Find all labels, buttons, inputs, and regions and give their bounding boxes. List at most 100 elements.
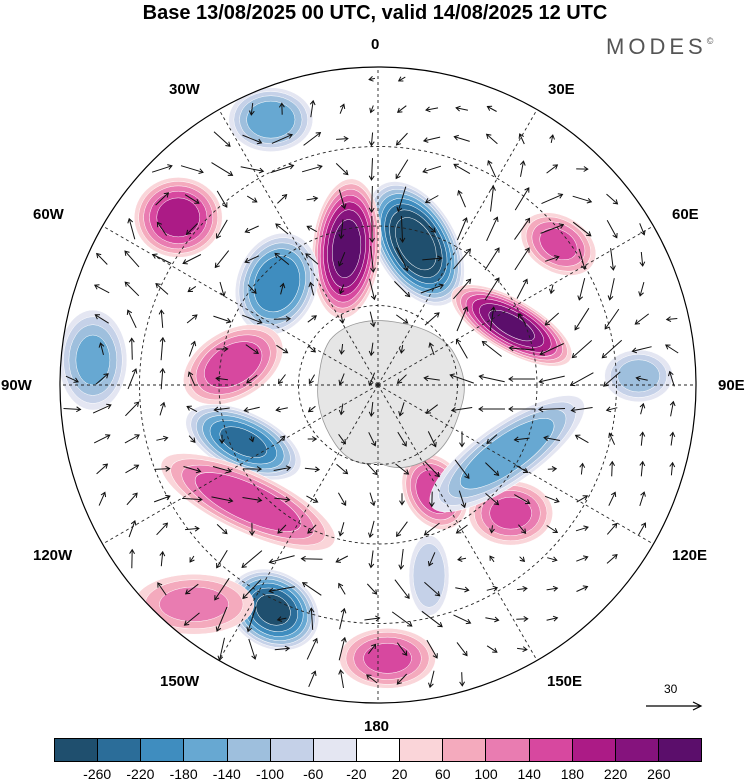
wind-arrow	[96, 463, 109, 475]
wind-arrow	[428, 670, 435, 689]
wind-arrow	[489, 525, 495, 534]
anomaly-contour	[75, 334, 111, 386]
wind-arrow	[244, 225, 259, 234]
wind-arrow	[308, 345, 317, 353]
wind-arrow	[219, 434, 225, 445]
lon-label-120e: 120E	[672, 547, 708, 564]
wind-arrow	[186, 405, 198, 413]
wind-arrow	[485, 133, 498, 145]
wind-arrow	[370, 246, 376, 273]
wind-arrow	[638, 281, 645, 297]
wind-arrow	[273, 315, 292, 322]
wind-arrow	[486, 216, 499, 242]
meridian-line	[102, 384, 379, 545]
wind-arrow	[275, 406, 288, 413]
wind-arrow	[569, 372, 594, 387]
wind-arrow	[576, 166, 589, 172]
wind-arrow	[486, 434, 498, 445]
wind-arrow	[242, 497, 263, 503]
wind-arrow	[307, 405, 316, 413]
colorbar-swatch	[572, 739, 616, 761]
wind-arrow	[456, 642, 468, 657]
wind-arrow	[484, 277, 500, 301]
wind-arrow	[426, 639, 438, 659]
wind-arrow	[546, 525, 559, 534]
colorbar-swatch	[658, 739, 702, 761]
wind-arrow	[368, 520, 375, 539]
wind-arrow	[368, 432, 377, 447]
colorbar-tick-label: -60	[303, 766, 324, 782]
wind-arrow	[211, 162, 234, 176]
wind-arrow	[398, 548, 405, 570]
wind-arrow	[516, 465, 529, 473]
latitude-circle	[139, 146, 617, 624]
wind-arrow	[368, 158, 375, 181]
wind-arrow	[277, 374, 286, 385]
wind-arrow	[369, 215, 376, 243]
wind-arrow	[399, 215, 406, 243]
wind-arrow	[398, 402, 405, 417]
negative-anomaly	[604, 349, 673, 403]
wind-arrow	[608, 491, 617, 506]
wind-arrow	[576, 555, 589, 562]
wind-arrow	[128, 520, 137, 538]
lon-label-150e: 150E	[547, 673, 583, 690]
wind-arrow	[364, 615, 381, 622]
wind-arrow	[455, 338, 468, 359]
colorbar-swatch	[270, 739, 314, 761]
meridian-line	[218, 384, 379, 661]
lon-label-150w: 150W	[160, 673, 200, 690]
wind-arrow	[424, 312, 440, 326]
wind-arrow	[306, 195, 319, 202]
negative-anomaly	[234, 232, 319, 335]
wind-arrow	[183, 466, 202, 474]
wind-arrow	[485, 616, 500, 623]
wind-arrow	[368, 185, 375, 213]
meridian-line	[377, 384, 538, 661]
wind-arrow	[605, 406, 618, 413]
wind-arrow	[276, 344, 289, 354]
wind-arrow	[65, 375, 79, 383]
wind-arrow	[396, 314, 409, 324]
wind-arrow	[304, 466, 321, 473]
wind-arrow	[214, 250, 230, 269]
wind-arrow	[368, 342, 375, 357]
wind-arrow	[213, 315, 232, 324]
wind-arrow	[307, 315, 317, 323]
wind-arrow	[608, 432, 616, 445]
wind-arrow	[481, 340, 502, 357]
wind-arrow	[669, 431, 676, 446]
wind-arrow	[338, 373, 345, 386]
wind-arrow	[571, 340, 593, 359]
wind-arrow	[391, 611, 413, 627]
colorbar-swatch	[227, 739, 271, 761]
colorbar-tick-label: 140	[517, 766, 541, 782]
wind-arrow	[428, 225, 436, 233]
wind-arrow	[579, 462, 586, 475]
lon-label-30e: 30E	[548, 81, 575, 98]
wind-arrow	[275, 223, 289, 235]
lon-label-60e: 60E	[672, 206, 699, 223]
wind-arrow	[93, 284, 110, 294]
negative-anomaly	[60, 309, 128, 411]
colorbar-tick-label: 60	[435, 766, 451, 782]
colorbar-swatch	[98, 739, 142, 761]
wind-arrow	[665, 344, 679, 354]
colorbar-swatch	[141, 739, 185, 761]
lon-label-0: 0	[371, 36, 380, 53]
wind-arrow	[156, 435, 169, 442]
positive-anomaly	[339, 628, 436, 689]
positive-anomaly	[311, 178, 382, 319]
wind-arrow	[337, 252, 346, 267]
graticule	[60, 67, 696, 703]
wind-arrow	[278, 102, 285, 115]
wind-arrow	[455, 524, 468, 534]
wind-arrow	[151, 164, 173, 173]
wind-arrow	[669, 461, 676, 476]
positive-anomaly	[520, 212, 597, 276]
wind-arrow	[306, 637, 318, 660]
wind-arrow	[639, 251, 646, 267]
wind-arrow	[243, 406, 260, 413]
wind-arrow	[424, 581, 441, 597]
